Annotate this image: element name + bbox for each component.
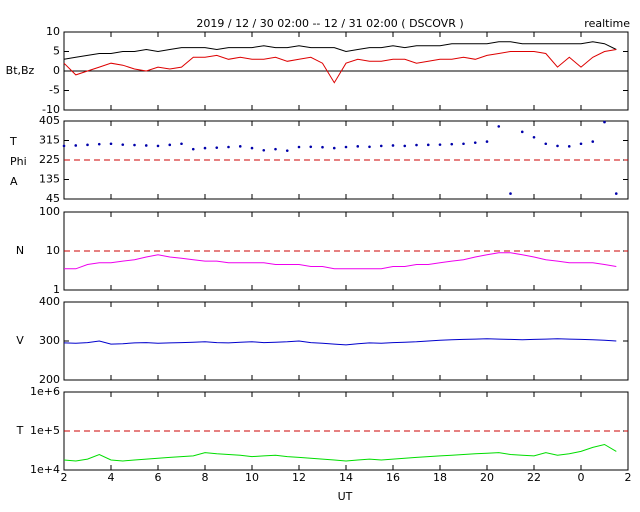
y-axis-label: V [16,334,24,347]
data-point [309,145,313,149]
data-point [262,148,266,152]
data-point [379,144,383,148]
y-tick-label: 225 [39,153,60,166]
y-tick-label: 405 [39,114,60,127]
series-line [63,41,617,60]
x-tick-label: 8 [202,471,209,484]
x-tick-label: 22 [527,471,541,484]
x-axis-label: UT [338,490,353,503]
data-point [203,146,207,150]
data-point [556,144,559,148]
x-tick-label: 2 [625,471,632,484]
data-point [356,145,360,148]
data-point [438,143,442,146]
data-point [332,146,336,150]
x-tick-label: 4 [108,471,115,484]
y-tick-label: 1 [53,283,60,296]
y-axis-label: A [10,175,18,188]
data-point [274,147,277,151]
y-tick-label: 1e+4 [30,463,60,476]
series-line [63,443,617,462]
y-tick-label: -5 [49,84,60,97]
data-point [579,142,583,146]
x-tick-label: 6 [155,471,162,484]
x-tick-label: 18 [433,471,447,484]
data-point [250,146,254,150]
data-point [520,130,524,134]
data-point [614,192,618,195]
data-point [321,145,324,149]
data-point [391,144,395,147]
x-tick-label: 2 [61,471,68,484]
y-tick-label: 5 [53,45,60,58]
y-axis-label: N [16,244,24,257]
data-point [86,143,89,147]
y-tick-label: 10 [46,244,60,257]
y-axis-label: T [16,424,24,437]
series-line [63,49,617,84]
data-point [403,144,407,148]
title: 2019 / 12 / 30 02:00 -- 12 / 31 02:00 ( … [196,17,463,30]
y-tick-label: 0 [53,64,60,77]
data-point [97,142,101,146]
y-tick-label: 10 [46,25,60,38]
y-tick-label: 315 [39,134,60,147]
data-point [591,140,595,143]
data-point [368,145,371,149]
series-line [64,252,617,270]
y-tick-label: 300 [39,334,60,347]
x-tick-label: 0 [578,471,585,484]
data-point [532,135,536,139]
data-point [415,143,418,147]
data-point [426,143,430,147]
data-point [168,143,172,147]
x-tick-label: 12 [292,471,306,484]
data-point [497,125,501,128]
y-tick-label: 1e+5 [30,424,60,437]
data-point [485,140,489,143]
data-point [567,145,571,148]
y-tick-label: -10 [42,103,60,116]
x-tick-label: 20 [480,471,494,484]
y-tick-label: 1e+6 [30,385,60,398]
y-tick-label: 200 [39,373,60,386]
y-tick-label: 400 [39,295,60,308]
panel-frame [63,301,629,381]
y-tick-label: 135 [39,173,60,186]
data-point [180,142,183,146]
data-point [191,147,195,151]
y-tick-label: 100 [39,205,60,218]
x-tick-label: 14 [339,471,353,484]
y-tick-label: 45 [46,192,60,205]
data-point [603,120,606,124]
data-point [109,142,113,146]
data-point [121,143,125,146]
data-point [227,145,230,149]
y-axis-label: Bt,Bz [6,64,35,77]
data-point [74,144,78,147]
data-point [215,146,219,149]
data-point [462,142,465,146]
y-axis-label: Phi [10,155,27,168]
data-point [344,145,348,149]
series-line [63,338,617,346]
data-point [144,144,148,147]
y-axis-label: T [9,135,17,148]
data-point [133,143,136,147]
data-point [285,149,289,152]
x-tick-label: 16 [386,471,400,484]
status: realtime [584,17,630,30]
data-point [297,145,301,149]
data-point [473,141,477,144]
data-point [156,144,160,148]
x-tick-label: 10 [245,471,259,484]
data-point [238,145,242,148]
data-point [62,144,66,148]
data-point [509,192,512,195]
data-point [544,142,548,146]
data-point [450,142,454,146]
